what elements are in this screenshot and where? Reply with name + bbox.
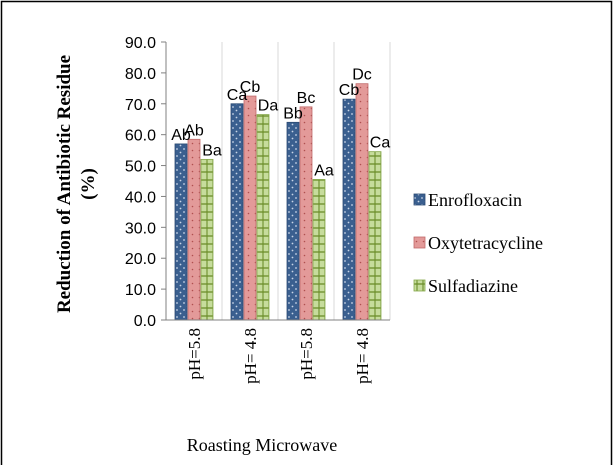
- data-label: Cb: [240, 79, 261, 96]
- y-axis-label: Reduction of Antibiotic Residue (%): [54, 55, 99, 313]
- legend-label: Sulfadiazine: [428, 276, 518, 296]
- y-axis-label-text: Reduction of Antibiotic Residue (%): [54, 55, 99, 313]
- bar: [312, 179, 326, 321]
- y-tick-labels: 0.0 10.0 20.0 30.0 40.0 50.0 60.0 70.0 80.0 90.0: [125, 35, 156, 330]
- bar: [355, 83, 369, 321]
- bar: [286, 121, 300, 321]
- y-tick-label: 90.0: [125, 35, 156, 52]
- y-tick-label: 40.0: [125, 189, 156, 206]
- legend-swatch: [413, 193, 426, 206]
- y-axis-label-line: (%): [78, 168, 99, 200]
- y-tick-label: 80.0: [125, 66, 156, 83]
- y-tick-label: 60.0: [125, 128, 156, 145]
- category-labels: pH=5.8 pH= 4.8 pH=5.8 pH= 4.8: [185, 328, 372, 384]
- y-tick-label: 0.0: [134, 313, 156, 330]
- category-label: pH= 4.8: [353, 328, 372, 384]
- data-label: Ca: [370, 135, 391, 152]
- y-tick-label: 50.0: [125, 159, 156, 176]
- bar: [342, 98, 356, 321]
- bar: [200, 158, 214, 321]
- category-label: pH=5.8: [185, 328, 204, 380]
- y-tick-label: 10.0: [125, 282, 156, 299]
- data-label: Da: [258, 98, 279, 115]
- y-tick-label: 70.0: [125, 97, 156, 114]
- bar: [368, 151, 382, 321]
- data-label: Cb: [339, 82, 360, 99]
- y-tick-label: 30.0: [125, 220, 156, 237]
- legend-swatch: [413, 279, 426, 292]
- x-axis-label: Roasting Microwave: [187, 435, 337, 455]
- legend-label: Enrofloxacin: [428, 190, 522, 210]
- bar: [187, 138, 201, 321]
- bar: [299, 106, 313, 321]
- data-label: Bb: [283, 105, 303, 122]
- data-label: Ab: [171, 127, 191, 144]
- bar: [243, 95, 257, 321]
- axes: [161, 41, 390, 321]
- data-label: Ab: [184, 122, 204, 139]
- y-tick-label: 20.0: [125, 251, 156, 268]
- data-label: Aa: [314, 162, 334, 179]
- data-label: Ba: [202, 142, 222, 159]
- bar: [256, 114, 270, 321]
- bar: [230, 103, 244, 321]
- data-label: Dc: [352, 67, 372, 84]
- category-label: pH=5.8: [297, 328, 316, 380]
- legend-label: Oxytetracycline: [428, 233, 543, 253]
- y-axis-label-line: Reduction of Antibiotic Residue: [54, 55, 75, 313]
- bar: [174, 143, 188, 321]
- data-label: Bc: [297, 90, 316, 107]
- data-label: Ca: [227, 87, 248, 104]
- category-label: pH= 4.8: [241, 328, 260, 384]
- legend-swatch: [413, 236, 426, 249]
- legend: Enrofloxacin Oxytetracycline Sulfadiazine: [413, 190, 543, 296]
